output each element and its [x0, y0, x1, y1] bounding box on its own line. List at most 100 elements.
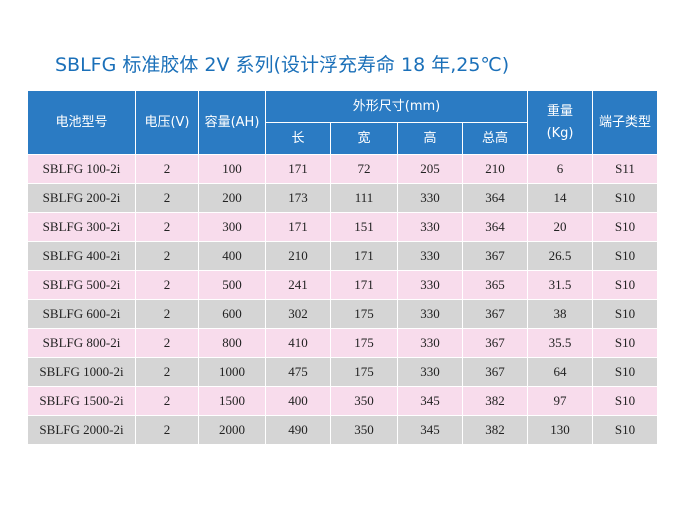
table-cell: S10 [592, 328, 659, 358]
table-header: 电池型号 电压(V) 容量(AH) 外形尺寸(mm) 重量 (Kg) 端子类型长宽高总高 [27, 90, 659, 155]
header-cell: 容量(AH) [198, 90, 266, 155]
table-row: SBLFG 1000-2i 2 1000 475 175 330 367 64 S10 [27, 357, 659, 387]
table-row: SBLFG 300-2i 2 300 171 151 330 364 20 S10 [27, 212, 659, 242]
table-cell: 111 [330, 183, 398, 213]
table-cell: 6 [527, 154, 594, 184]
table-cell: 330 [397, 328, 463, 358]
table-cell: 475 [265, 357, 331, 387]
table-row: SBLFG 2000-2i 2 2000 490 350 345 382 130 S10 [27, 415, 659, 445]
header-cell: 外形尺寸(mm) [264, 90, 529, 123]
table-cell: 330 [397, 270, 463, 300]
subheader-cell: 高 [397, 122, 463, 155]
table-cell: 100 [198, 154, 266, 184]
table-cell: 151 [330, 212, 398, 242]
table-cell: 365 [461, 270, 529, 300]
table-cell: 400 [198, 241, 266, 271]
table-cell: S10 [592, 299, 659, 329]
table-cell: 2 [135, 241, 199, 271]
subheader-row: 长宽高总高 [28, 122, 658, 155]
header-cell: 电池型号 [27, 90, 136, 155]
table-cell: 1000 [198, 357, 266, 387]
table-cell: 175 [330, 357, 398, 387]
table-cell: S10 [592, 212, 659, 242]
table-cell: 26.5 [527, 241, 594, 271]
table-cell: 14 [527, 183, 594, 213]
table-cell: 64 [527, 357, 594, 387]
table-cell: 72 [330, 154, 398, 184]
table-cell: 345 [397, 415, 463, 445]
table-cell: 241 [265, 270, 331, 300]
table-cell: 364 [461, 212, 529, 242]
header-cell: 端子类型 [592, 90, 659, 155]
table-cell: 205 [397, 154, 463, 184]
table-cell: 210 [265, 241, 331, 271]
table-cell: SBLFG 300-2i [27, 212, 136, 242]
table-cell: 500 [198, 270, 266, 300]
table-body: SBLFG 100-2i 2 100 171 72 205 210 6 S11 SBLFG 200… [27, 154, 659, 445]
table-cell: 2 [135, 212, 199, 242]
table-cell: 171 [265, 154, 331, 184]
table-cell: 2000 [198, 415, 266, 445]
table-cell: 367 [461, 299, 529, 329]
table-cell: 2 [135, 154, 199, 184]
table-cell: 330 [397, 241, 463, 271]
table-cell: 171 [330, 270, 398, 300]
table-cell: 330 [397, 212, 463, 242]
table-cell: 800 [198, 328, 266, 358]
table-cell: 20 [527, 212, 594, 242]
table-cell: 175 [330, 328, 398, 358]
table-cell: 171 [330, 241, 398, 271]
table-cell: 171 [265, 212, 331, 242]
table-cell: SBLFG 200-2i [27, 183, 136, 213]
table-cell: S10 [592, 415, 659, 445]
subheader-cell: 总高 [461, 122, 529, 155]
table-cell: 345 [397, 386, 463, 416]
subheader-cell: 宽 [330, 122, 398, 155]
table-cell: 302 [265, 299, 331, 329]
table-row: SBLFG 600-2i 2 600 302 175 330 367 38 S10 [27, 299, 659, 329]
table-cell: 490 [265, 415, 331, 445]
table-cell: 350 [330, 415, 398, 445]
table-cell: 2 [135, 357, 199, 387]
table-cell: S10 [592, 357, 659, 387]
table-cell: SBLFG 600-2i [27, 299, 136, 329]
header-cell: 重量 (Kg) [527, 90, 594, 155]
table-cell: 410 [265, 328, 331, 358]
table-cell: SBLFG 1500-2i [27, 386, 136, 416]
table-cell: 382 [461, 415, 529, 445]
table-row: SBLFG 100-2i 2 100 171 72 205 210 6 S11 [27, 154, 659, 184]
table-cell: 2 [135, 328, 199, 358]
table-cell: 600 [198, 299, 266, 329]
table-row: SBLFG 500-2i 2 500 241 171 330 365 31.5 S10 [27, 270, 659, 300]
table-cell: 175 [330, 299, 398, 329]
table-cell: 330 [397, 183, 463, 213]
table-cell: 35.5 [527, 328, 594, 358]
table-cell: SBLFG 100-2i [27, 154, 136, 184]
table-cell: 31.5 [527, 270, 594, 300]
table-cell: 97 [527, 386, 594, 416]
table-cell: S10 [592, 241, 659, 271]
table-row: SBLFG 400-2i 2 400 210 171 330 367 26.5 S10 [27, 241, 659, 271]
table-cell: 2 [135, 415, 199, 445]
table-cell: 300 [198, 212, 266, 242]
table-cell: 173 [265, 183, 331, 213]
table-cell: 2 [135, 386, 199, 416]
table-cell: 1500 [198, 386, 266, 416]
table-cell: 2 [135, 299, 199, 329]
table-cell: SBLFG 2000-2i [27, 415, 136, 445]
table-cell: SBLFG 400-2i [27, 241, 136, 271]
table-cell: 400 [265, 386, 331, 416]
table-cell: SBLFG 800-2i [27, 328, 136, 358]
table-cell: 367 [461, 357, 529, 387]
table-cell: 38 [527, 299, 594, 329]
table-cell: S10 [592, 386, 659, 416]
table-cell: 367 [461, 328, 529, 358]
table-cell: 200 [198, 183, 266, 213]
table-cell: 367 [461, 241, 529, 271]
table-row: SBLFG 800-2i 2 800 410 175 330 367 35.5 S10 [27, 328, 659, 358]
table-cell: S10 [592, 183, 659, 213]
header-row: 电池型号 电压(V) 容量(AH) 外形尺寸(mm) 重量 (Kg) 端子类型 [27, 90, 659, 155]
table-cell: SBLFG 500-2i [27, 270, 136, 300]
table-cell: SBLFG 1000-2i [27, 357, 136, 387]
